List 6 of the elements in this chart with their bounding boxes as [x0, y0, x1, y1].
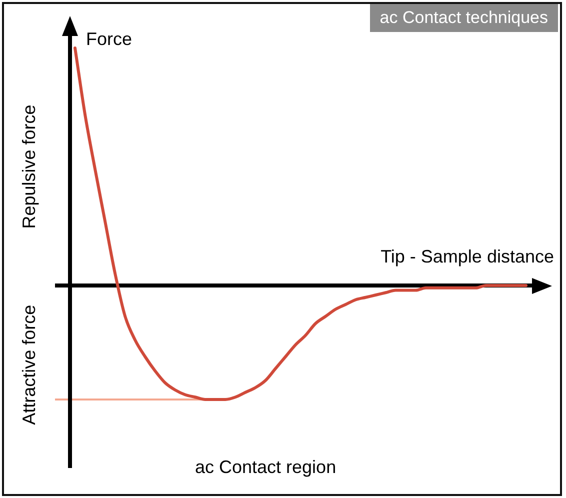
text: Repulsive force: [18, 104, 39, 229]
text: ac Contact region: [195, 456, 336, 477]
text: Attractive force: [18, 304, 39, 425]
x-axis-title: Tip - Sample distance: [380, 246, 554, 266]
y-axis-title: Force: [86, 28, 132, 49]
chart-title: ac Contact techniques: [370, 4, 558, 32]
